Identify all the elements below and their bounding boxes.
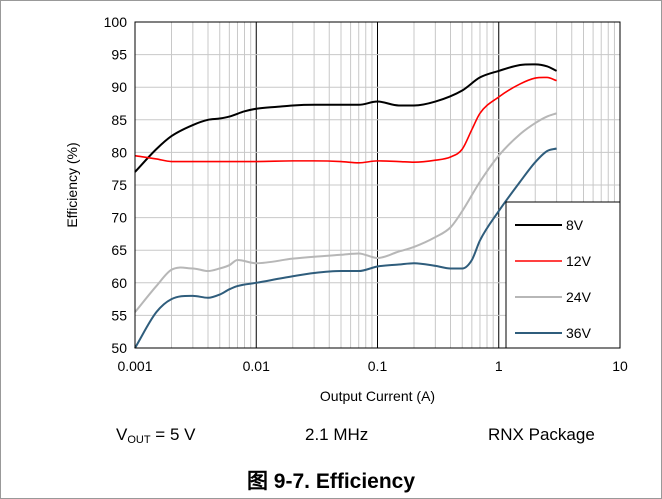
- x-axis-title: Output Current (A): [320, 388, 435, 404]
- series-line-12v: [134, 76, 557, 164]
- legend-box: [505, 201, 621, 349]
- y-tick-label: 55: [111, 307, 127, 323]
- legend-label: 24V: [566, 289, 592, 305]
- grid: [135, 22, 620, 348]
- y-tick-label: 100: [104, 14, 128, 30]
- series-lines: [134, 63, 558, 349]
- legend-label: 12V: [566, 253, 592, 269]
- y-tick-label: 75: [111, 177, 127, 193]
- package-condition: RNX Package: [488, 425, 595, 444]
- efficiency-chart: 0.001 0.01 0.1 1 10 50 55 60 65 70 75 80 85 90 95 100 O…: [64, 14, 628, 404]
- legend-label: 8V: [566, 217, 584, 233]
- legend: 8V 12V 24V 36V: [505, 201, 621, 349]
- frequency-condition: 2.1 MHz: [305, 425, 369, 444]
- y-tick-label: 90: [111, 79, 127, 95]
- y-tick-label: 65: [111, 242, 127, 258]
- series-line-8v: [134, 63, 558, 173]
- series-line-24v: [134, 112, 557, 313]
- series-line-36v: [134, 147, 557, 349]
- vout-condition: VOUT = 5 V: [116, 425, 195, 446]
- y-tick-label: 60: [111, 275, 127, 291]
- figure-caption: 图 9-7. Efficiency: [246, 470, 416, 493]
- x-tick-label: 0.1: [368, 358, 388, 374]
- y-tick-label: 70: [111, 210, 127, 226]
- vout-subscript: OUT: [127, 434, 151, 446]
- vout-value: = 5 V: [150, 425, 196, 444]
- plot-border: [134, 21, 621, 349]
- vout-prefix: V: [116, 425, 128, 444]
- x-tick-label: 10: [612, 358, 628, 374]
- x-tick-label: 1: [495, 358, 503, 374]
- y-axis-title: Efficiency (%): [64, 142, 80, 227]
- x-tick-label: 0.01: [243, 358, 270, 374]
- y-tick-label: 85: [111, 112, 127, 128]
- x-tick-label: 0.001: [117, 358, 152, 374]
- y-tick-label: 50: [111, 340, 127, 356]
- y-tick-label: 95: [111, 47, 127, 63]
- y-tick-label: 80: [111, 144, 127, 160]
- legend-label: 36V: [566, 325, 592, 341]
- tick-labels: 0.001 0.01 0.1 1 10 50 55 60 65 70 75 80 85 90 95 100: [104, 14, 628, 374]
